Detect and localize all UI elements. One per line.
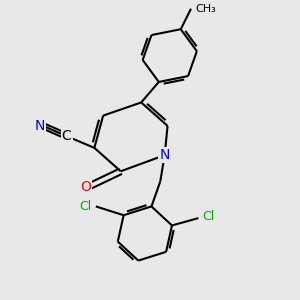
Text: C: C [61, 129, 71, 143]
Text: CH₃: CH₃ [195, 4, 216, 14]
Text: O: O [80, 180, 91, 194]
Text: N: N [160, 148, 170, 162]
Text: Cl: Cl [203, 210, 215, 223]
Text: N: N [35, 119, 45, 133]
Text: Cl: Cl [79, 200, 92, 213]
